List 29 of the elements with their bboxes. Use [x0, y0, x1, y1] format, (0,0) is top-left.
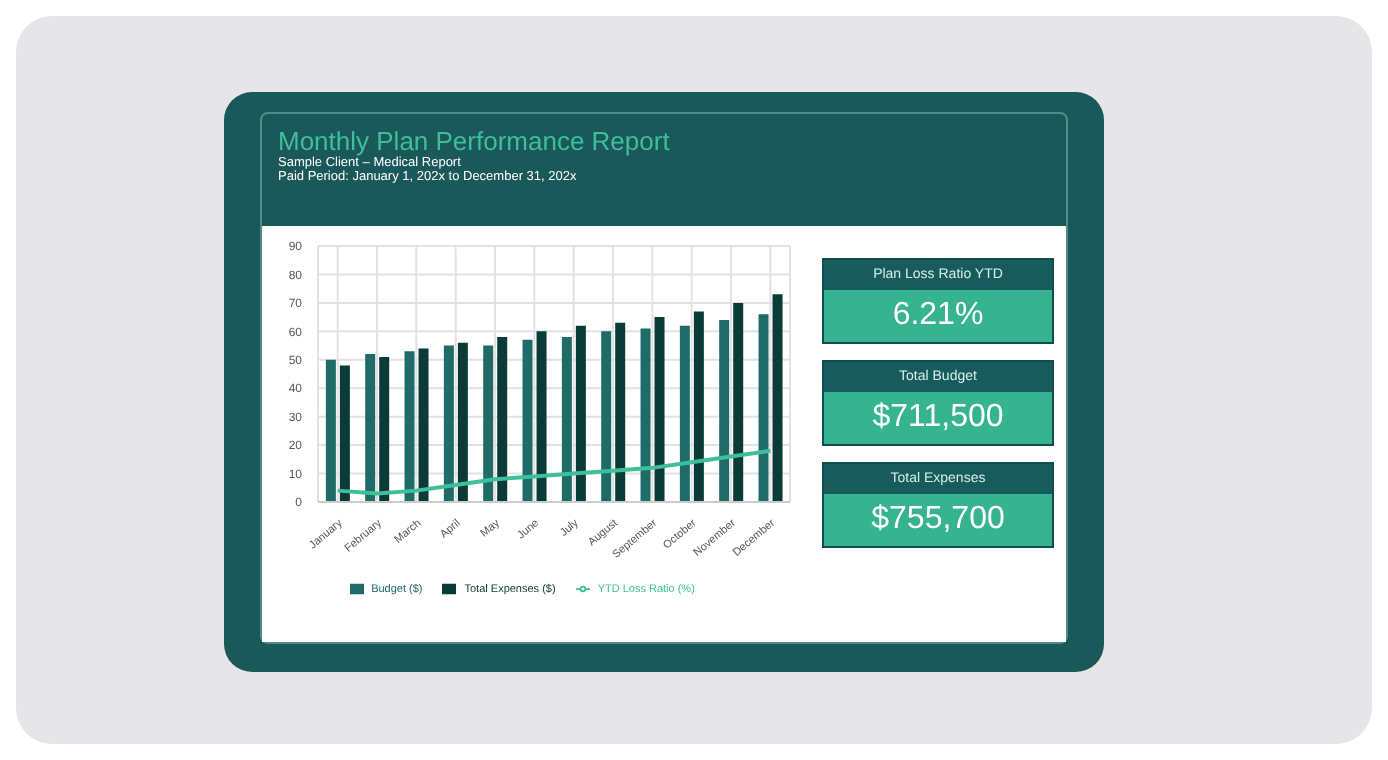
bar — [457, 342, 468, 502]
bar — [679, 325, 690, 502]
bar — [522, 339, 533, 502]
bar — [693, 311, 704, 502]
bar — [483, 345, 494, 502]
bar — [339, 365, 350, 502]
bar — [325, 359, 336, 502]
text: 6.21% — [824, 290, 1052, 342]
bar — [379, 356, 390, 502]
bar — [640, 328, 651, 502]
bar — [561, 337, 572, 502]
line-series — [335, 448, 773, 496]
bar — [443, 345, 454, 502]
chart-title: Monthly Plan Performance Report — [278, 126, 672, 156]
bar — [404, 351, 415, 502]
bar — [654, 317, 665, 502]
bar — [536, 331, 547, 502]
bar — [758, 314, 769, 502]
text: $711,500 — [824, 392, 1052, 444]
bar — [575, 325, 586, 502]
bar — [719, 319, 730, 502]
bar — [615, 322, 626, 502]
bar — [365, 354, 376, 502]
text: $755,700 — [824, 494, 1052, 546]
bar — [601, 331, 612, 502]
bar — [733, 302, 744, 502]
bar — [418, 348, 429, 502]
bar — [497, 337, 508, 502]
bar — [772, 294, 783, 502]
